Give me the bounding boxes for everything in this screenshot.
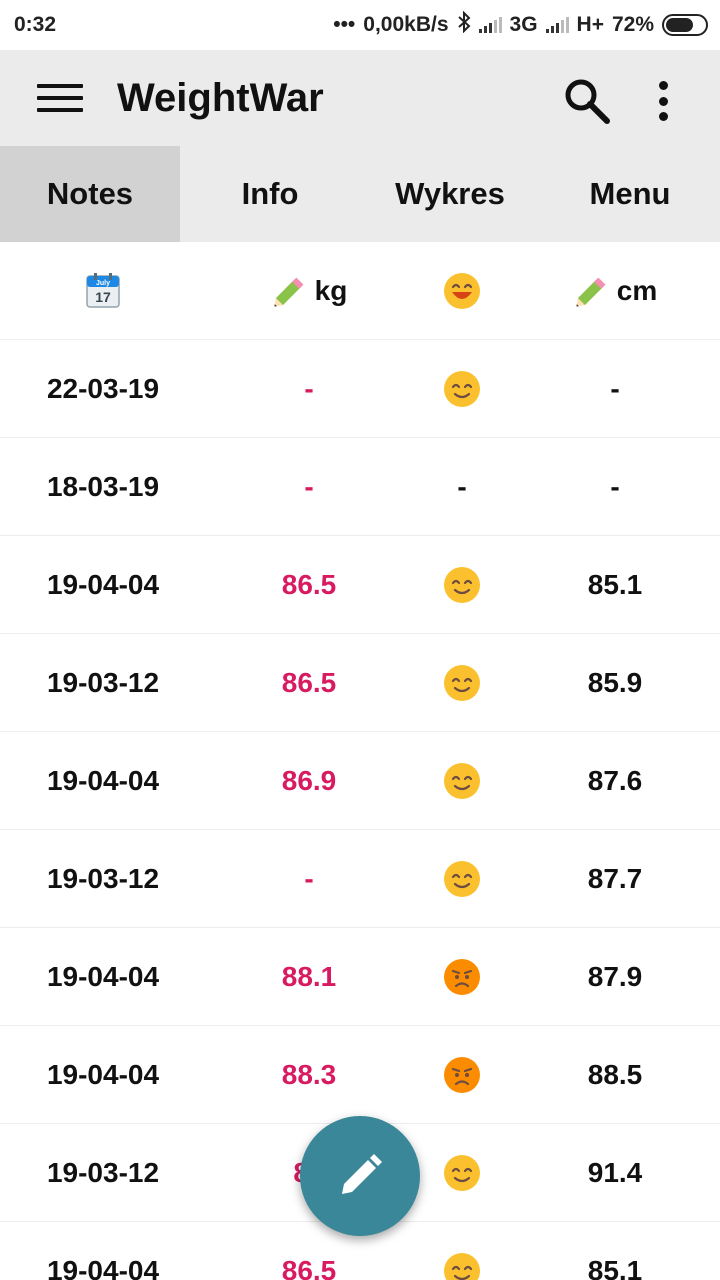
table-row[interactable]: 18-03-19 - - - [0,438,720,536]
more-vert-icon[interactable] [650,76,676,126]
row-mood [412,859,512,899]
table-row[interactable]: 19-04-04 88.1 87.9 [0,928,720,1026]
row-mood [412,957,512,997]
row-waist: 91.4 [587,1156,643,1188]
row-date: 19-03-12 [46,862,160,894]
pencil-icon [274,277,304,307]
smiling-face-icon [444,762,480,799]
table-row[interactable]: 19-04-04 88.3 88.5 [0,1026,720,1124]
table-row[interactable]: 22-03-19 - - [0,340,720,438]
row-weight: 88.1 [281,960,337,992]
table-row[interactable]: 19-03-12 86.5 85.9 [0,634,720,732]
battery-icon [662,14,708,36]
signal-icon [478,17,502,33]
row-date: 19-04-04 [46,1254,160,1280]
weight-column-header[interactable]: kg [206,272,412,310]
row-date: 22-03-19 [46,372,160,404]
smiling-face-icon [444,1252,480,1280]
row-waist: 85.9 [587,666,643,698]
row-mood [412,1055,512,1095]
row-waist: 85.1 [587,1254,643,1280]
row-weight: - [304,862,314,894]
row-waist: 88.5 [587,1058,643,1090]
row-date: 19-03-12 [46,1156,160,1188]
tab-menu[interactable]: Menu [589,176,671,211]
pencil-icon [576,277,606,307]
row-waist: - [610,372,620,404]
table-row[interactable]: 19-04-04 86.5 85.1 [0,1222,720,1280]
weight-unit: kg [314,274,348,306]
row-mood [412,1153,512,1193]
status-bar: 0:32 ••• 0,00kB/s 3G H+ 72% [0,0,720,50]
app-bar: WeightWar [0,50,720,146]
row-date: 19-04-04 [46,960,160,992]
frowning-face-icon [444,958,480,995]
waist-unit: cm [616,274,658,306]
row-waist: 87.6 [587,764,643,796]
battery-percent: 72% [611,13,654,36]
row-weight: 86.5 [281,1254,337,1280]
bluetooth-icon [457,10,471,39]
smiling-face-icon [444,566,480,603]
network-speed: 0,00kB/s [363,13,449,36]
row-date: 19-04-04 [46,764,160,796]
row-mood [412,761,512,801]
network-type-hplus: H+ [576,13,604,36]
tab-notes[interactable]: Notes [0,146,180,242]
table-row[interactable]: 19-03-12 - 87.7 [0,830,720,928]
laughing-face-icon [444,272,480,309]
status-time: 0:32 [14,13,57,36]
notes-table: July 17 kg [0,242,720,1280]
add-note-button[interactable] [300,1116,420,1236]
row-date: 19-04-04 [46,1058,160,1090]
row-date: 19-04-04 [46,568,160,600]
row-waist: 87.7 [587,862,643,894]
pencil-icon [342,1154,382,1194]
calendar-day: 17 [95,289,111,305]
row-mood [412,1251,512,1280]
row-date: 19-03-12 [46,666,160,698]
smiling-face-icon [444,860,480,897]
search-icon[interactable] [562,76,612,126]
notification-dots: ••• [333,13,356,36]
row-weight: 86.5 [281,568,337,600]
row-mood [412,565,512,605]
row-weight: 86.5 [281,666,337,698]
network-type-3g: 3G [509,13,538,36]
tab-info[interactable]: Info [241,176,299,211]
row-weight: 86.9 [281,764,337,796]
calendar-month: July [96,280,110,287]
row-weight: - [304,470,314,502]
smiling-face-icon [444,1154,480,1191]
waist-column-header[interactable]: cm [512,272,718,310]
calendar-icon: July 17 [86,272,120,308]
app-title: WeightWar [117,75,324,120]
row-date: 18-03-19 [46,470,160,502]
signal-icon [545,17,569,33]
smiling-face-icon [444,370,480,407]
row-mood [412,369,512,409]
table-row[interactable]: 19-04-04 86.9 87.6 [0,732,720,830]
row-weight: - [304,372,314,404]
frowning-face-icon [444,1056,480,1093]
row-waist: 87.9 [587,960,643,992]
row-waist: - [610,470,620,502]
hamburger-icon[interactable] [37,82,83,114]
row-weight: 88.3 [281,1058,337,1090]
tab-bar: Notes Info Wykres Menu [0,146,720,242]
mood-column-header[interactable] [412,271,512,311]
row-mood: - [457,470,467,502]
table-header: July 17 kg [0,242,720,340]
smiling-face-icon [444,664,480,701]
row-mood [412,663,512,703]
table-row[interactable]: 19-04-04 86.5 85.1 [0,536,720,634]
table-row[interactable]: 19-03-128891.4 [0,1124,720,1222]
tab-wykres[interactable]: Wykres [395,176,505,211]
row-waist: 85.1 [587,568,643,600]
date-column-header[interactable]: July 17 [0,272,206,309]
